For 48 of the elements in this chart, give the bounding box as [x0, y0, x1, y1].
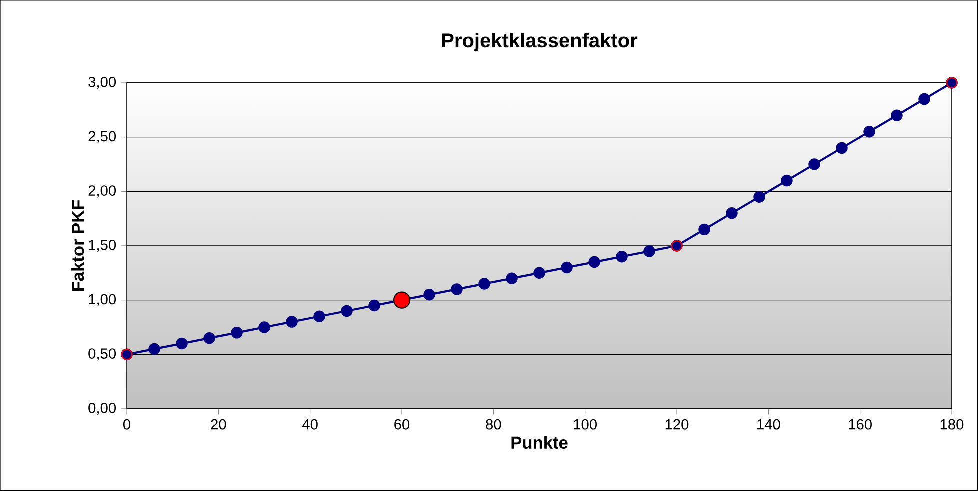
x-tick-label: 180 [940, 419, 964, 430]
x-tick-label: 100 [574, 419, 597, 430]
point [368, 300, 380, 312]
x-tick-label: 140 [758, 419, 780, 430]
point [424, 289, 436, 301]
point [314, 310, 326, 322]
point [616, 250, 628, 263]
point [918, 93, 930, 106]
x-tick-label: 80 [486, 419, 502, 430]
point [534, 267, 546, 280]
x-tick-label: 40 [302, 419, 318, 430]
y-tick-label: 0,00 [88, 402, 116, 416]
point [231, 327, 243, 339]
x-axis-title: Punkte [512, 436, 568, 449]
x-tick-label: 0 [123, 419, 130, 430]
y-tick-label: 1,00 [89, 294, 116, 306]
x-tick-label: 160 [849, 419, 872, 430]
point [148, 343, 160, 356]
point [451, 284, 463, 296]
point [754, 191, 766, 203]
x-tick-label: 120 [666, 419, 689, 430]
point [781, 174, 793, 187]
point [891, 110, 903, 122]
point [698, 224, 710, 236]
point [478, 278, 490, 290]
point [726, 208, 738, 220]
x-tick-label: 20 [211, 419, 226, 430]
point [286, 316, 298, 328]
point [341, 305, 353, 318]
point [393, 292, 411, 309]
y-tick-label: 2,00 [88, 186, 116, 198]
point [176, 338, 188, 350]
y-axis-title: Faktor PKF [72, 200, 84, 292]
point [588, 256, 600, 268]
point [808, 158, 820, 170]
y-tick-label: 1,50 [89, 240, 116, 252]
y-tick-label: 2,50 [88, 131, 116, 144]
y-tick-label: 0,50 [88, 348, 116, 361]
x-tick-label: 60 [394, 419, 410, 430]
point [561, 262, 573, 274]
point [258, 322, 270, 334]
point [644, 246, 656, 258]
point [864, 126, 876, 138]
y-tick-label: 3,00 [88, 76, 116, 90]
point [836, 142, 848, 154]
point [506, 272, 518, 284]
chart-title: Projektklassenfaktor [442, 32, 638, 52]
point [204, 332, 216, 344]
